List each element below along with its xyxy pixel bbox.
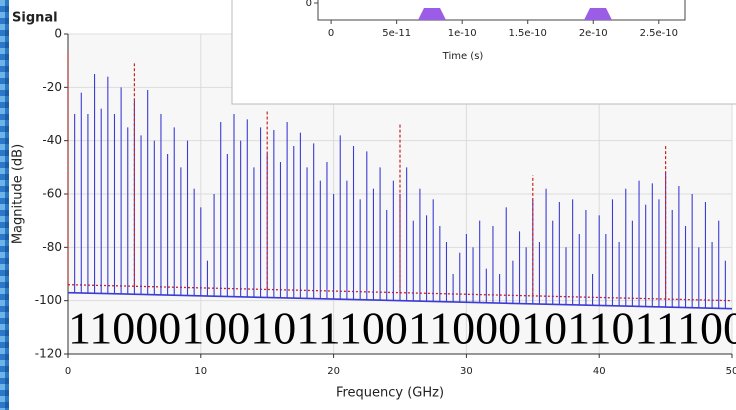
x-tick-label: 10 — [194, 366, 207, 377]
x-tick-label: 0 — [65, 366, 71, 377]
y-tick-label: -80 — [42, 240, 62, 254]
overlay-text: 110001001011100110001011011100 — [68, 303, 736, 354]
inset-pulse — [418, 8, 446, 20]
inset-panel: Time (s) 0 5e-11 1e-10 1.5e-10 2e-10 2.5e-10 0 — [231, 0, 736, 105]
side-decoration — [0, 0, 9, 410]
y-tick-label: -60 — [42, 187, 62, 201]
inset-y-tick-label: 0 — [306, 0, 312, 9]
inset-pulse — [584, 8, 612, 20]
x-tick-label: 50 — [726, 366, 736, 377]
inset-x-tick-label: 1e-10 — [448, 28, 477, 39]
x-tick-label: 40 — [593, 366, 606, 377]
inset-x-label: Time (s) — [442, 51, 484, 62]
inset-x-tick-label: 2e-10 — [579, 28, 608, 39]
chart-title: Signal — [12, 11, 58, 26]
x-tick-label: 20 — [327, 366, 340, 377]
x-tick-label: 30 — [460, 366, 473, 377]
floor-line — [67, 291, 733, 310]
y-tick-label: 0 — [54, 27, 62, 41]
inset-axes — [317, 0, 686, 21]
y-tick-label: -20 — [42, 80, 62, 94]
y-axis-label: Magnitude (dB) — [11, 144, 26, 244]
y-tick-label: -100 — [35, 293, 62, 307]
y-tick-label: -40 — [42, 133, 62, 147]
inset-x-tick-label: 1.5e-10 — [509, 28, 547, 39]
x-axis-label: Frequency (GHz) — [336, 386, 444, 401]
inset-x-tick-label: 0 — [328, 28, 334, 39]
inset-x-tick-label: 2.5e-10 — [640, 28, 678, 39]
y-tick-label: -120 — [35, 347, 62, 361]
inset-x-tick-label: 5e-11 — [382, 28, 411, 39]
